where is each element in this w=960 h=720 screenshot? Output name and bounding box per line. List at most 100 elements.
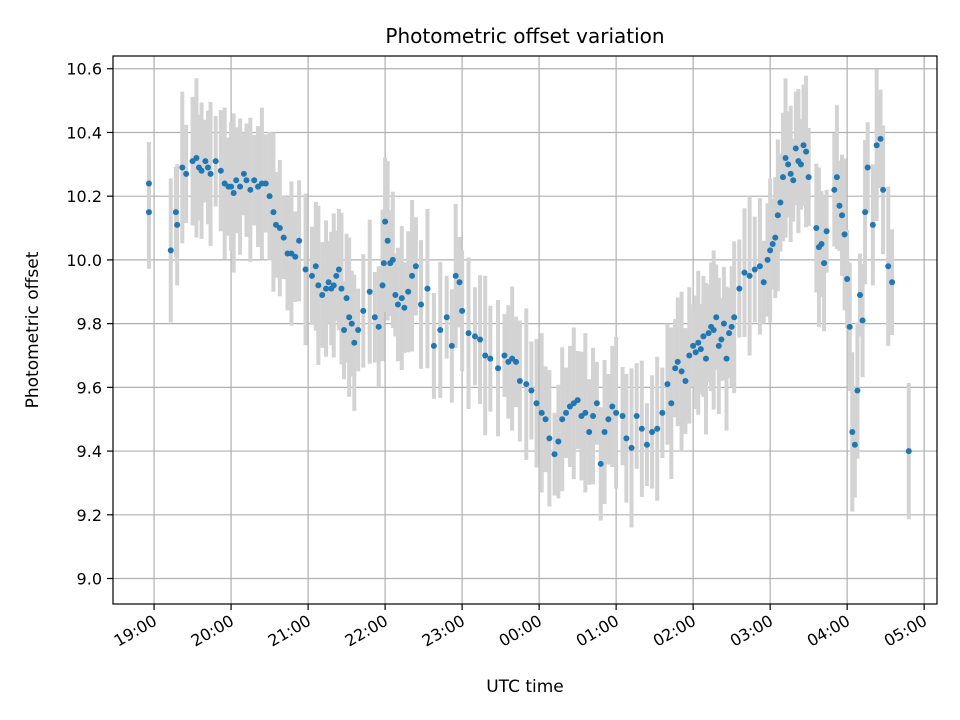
data-point [686, 352, 693, 359]
data-point [546, 435, 553, 442]
data-point [247, 186, 254, 193]
data-point [833, 174, 840, 181]
data-point [398, 295, 405, 302]
data-point [836, 202, 843, 209]
data-point [335, 266, 342, 273]
data-point [366, 288, 373, 295]
data-point [302, 266, 309, 273]
data-point [659, 409, 666, 416]
data-point [851, 441, 858, 448]
data-point [343, 295, 350, 302]
data-point [720, 320, 727, 327]
data-point [889, 279, 896, 286]
data-point [597, 460, 604, 467]
y-tick-label: 10.6 [66, 60, 102, 79]
data-point [172, 209, 179, 216]
data-point [609, 403, 616, 410]
data-point [751, 266, 758, 273]
y-axis: 9.0 9.2 9.4 9.6 9.8 10.0 10.2 10.4 10.6 [66, 60, 113, 589]
data-point [533, 400, 540, 407]
data-point [782, 154, 789, 161]
data-point [715, 342, 722, 349]
data-point [319, 291, 326, 298]
data-point [418, 301, 425, 308]
data-point [746, 272, 753, 279]
data-point [601, 428, 608, 435]
data-point [692, 349, 699, 356]
data-point [633, 413, 640, 420]
data-point [777, 199, 784, 206]
y-tick-label: 10.2 [66, 187, 102, 206]
data-point [862, 209, 869, 216]
data-point [854, 387, 861, 394]
data-point [574, 397, 581, 404]
data-point [409, 272, 416, 279]
data-point [638, 425, 645, 432]
data-point [217, 167, 224, 174]
data-point [482, 352, 489, 359]
data-point [523, 381, 530, 388]
data-point [682, 377, 689, 384]
data-point [672, 365, 679, 372]
y-axis-title: Photometric offset [23, 251, 43, 408]
data-point [873, 142, 880, 149]
data-point [179, 164, 186, 171]
data-point [559, 416, 566, 423]
data-point [351, 339, 358, 346]
data-point [555, 438, 562, 445]
data-point [619, 413, 626, 420]
data-point [710, 327, 717, 333]
data-point [697, 346, 704, 353]
data-point [695, 339, 702, 346]
data-point [207, 170, 214, 177]
data-point [371, 314, 378, 321]
data-point [563, 409, 570, 416]
data-point [487, 355, 494, 362]
data-point [623, 435, 630, 442]
data-point [590, 413, 597, 420]
y-tick-label: 10.0 [66, 251, 102, 270]
data-point [877, 135, 884, 142]
data-point [392, 291, 399, 298]
data-point [880, 186, 887, 193]
data-point [731, 314, 738, 321]
y-tick-label: 9.8 [77, 315, 102, 334]
data-point [678, 368, 685, 375]
data-point [443, 314, 450, 321]
data-point [401, 304, 408, 311]
data-point [240, 170, 247, 177]
data-point [251, 177, 258, 184]
data-point [764, 256, 771, 263]
data-point [813, 225, 820, 232]
data-point [767, 247, 774, 254]
data-point [389, 256, 396, 263]
data-point [280, 234, 287, 241]
data-point [772, 234, 779, 241]
data-point [668, 400, 675, 407]
data-point [528, 387, 535, 394]
data-point [728, 323, 735, 330]
data-point [664, 381, 671, 388]
data-point [437, 327, 444, 333]
data-point [674, 358, 681, 365]
y-tick-label: 9.0 [77, 570, 102, 589]
y-tick-label: 9.6 [77, 378, 102, 397]
data-point [700, 333, 707, 340]
data-point [702, 355, 709, 362]
data-point [613, 409, 620, 416]
data-point [774, 212, 781, 219]
data-point [325, 279, 332, 286]
data-point [495, 365, 502, 372]
chart-title: Photometric offset variation [385, 24, 664, 48]
data-point [204, 164, 211, 171]
data-point [741, 269, 748, 276]
data-point [382, 218, 389, 225]
data-point [756, 263, 763, 270]
data-points [145, 135, 912, 467]
data-point [605, 416, 612, 423]
x-axis-title: UTC time [486, 677, 564, 697]
data-point [628, 444, 635, 451]
data-point [586, 428, 593, 435]
data-point [844, 276, 851, 283]
